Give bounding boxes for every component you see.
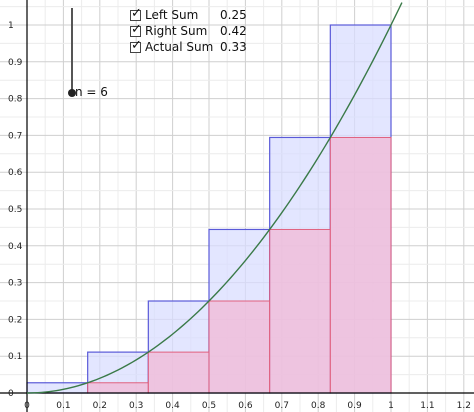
right-sum-bar bbox=[26, 382, 89, 394]
left-sum-bar bbox=[329, 136, 392, 394]
x-tick-label: 1.2 bbox=[457, 401, 471, 411]
y-tick-label: 0.2 bbox=[8, 315, 22, 325]
checkbox-row-right-sum[interactable]: ✓ Right Sum 0.42 bbox=[130, 23, 247, 39]
y-tick-label: 0 bbox=[8, 389, 14, 399]
slider-label: n = 6 bbox=[75, 85, 108, 99]
y-tick-label: 1 bbox=[8, 21, 14, 31]
actual-sum-checkbox[interactable]: ✓ bbox=[130, 37, 142, 53]
actual-sum-label: Actual Sum bbox=[145, 40, 214, 54]
actual-sum-value: 0.33 bbox=[220, 40, 247, 54]
y-tick-label: 0.1 bbox=[8, 352, 22, 362]
right-sum-value: 0.42 bbox=[220, 24, 247, 38]
left-sum-label: Left Sum bbox=[145, 8, 199, 22]
function-curve-path[interactable] bbox=[26, 2, 403, 394]
x-tick-label: 0.7 bbox=[275, 401, 289, 411]
checkmark-icon: ✓ bbox=[131, 5, 142, 21]
left-sum-bar bbox=[269, 228, 331, 394]
slider-handle[interactable] bbox=[68, 89, 76, 97]
x-tick-label: 0 bbox=[24, 401, 30, 411]
x-tick-label: 1.1 bbox=[420, 401, 434, 411]
x-tick-label: 1 bbox=[388, 401, 394, 411]
sum-checkbox-panel: ✓ Left Sum 0.25 ✓ Right Sum 0.42 ✓ Actua… bbox=[130, 7, 247, 55]
left-sum-rectangles bbox=[87, 136, 392, 394]
y-tick-label: 0.8 bbox=[8, 95, 23, 105]
right-sum-checkbox[interactable]: ✓ bbox=[130, 21, 142, 37]
y-tick-label: 0.5 bbox=[8, 205, 22, 215]
x-tick-label: 0.3 bbox=[129, 401, 143, 411]
right-sum-label: Right Sum bbox=[145, 24, 208, 38]
x-tick-label: 0.9 bbox=[347, 401, 362, 411]
y-tick-label: 0.9 bbox=[8, 58, 23, 68]
x-tick-label: 0.5 bbox=[202, 401, 216, 411]
checkmark-icon: ✓ bbox=[131, 37, 142, 53]
y-tick-label: 0.3 bbox=[8, 279, 22, 289]
x-tick-label: 0.2 bbox=[93, 401, 107, 411]
y-tick-label: 0.4 bbox=[8, 242, 23, 252]
x-tick-label: 0.4 bbox=[165, 401, 180, 411]
x-tick-label: 0.1 bbox=[56, 401, 70, 411]
left-sum-bar bbox=[87, 382, 149, 394]
x-tick-label: 0.6 bbox=[238, 401, 253, 411]
y-tick-label: 0.6 bbox=[8, 168, 23, 178]
left-sum-bar bbox=[147, 351, 210, 394]
function-curve[interactable] bbox=[26, 2, 403, 394]
x-tick-label: 0.8 bbox=[311, 401, 326, 411]
checkbox-row-left-sum[interactable]: ✓ Left Sum 0.25 bbox=[130, 7, 247, 23]
left-sum-checkbox[interactable]: ✓ bbox=[130, 5, 142, 21]
checkbox-row-actual-sum[interactable]: ✓ Actual Sum 0.33 bbox=[130, 39, 247, 55]
tick-labels: 0 0.1 0.2 0.3 0.4 0.5 0.6 0.7 0.8 0.9 1 1.1 1.2 0 0.1 0… bbox=[8, 21, 471, 411]
left-sum-value: 0.25 bbox=[220, 8, 247, 22]
checkmark-icon: ✓ bbox=[131, 21, 142, 37]
y-tick-label: 0.7 bbox=[8, 131, 22, 141]
left-sum-bar bbox=[208, 300, 271, 394]
